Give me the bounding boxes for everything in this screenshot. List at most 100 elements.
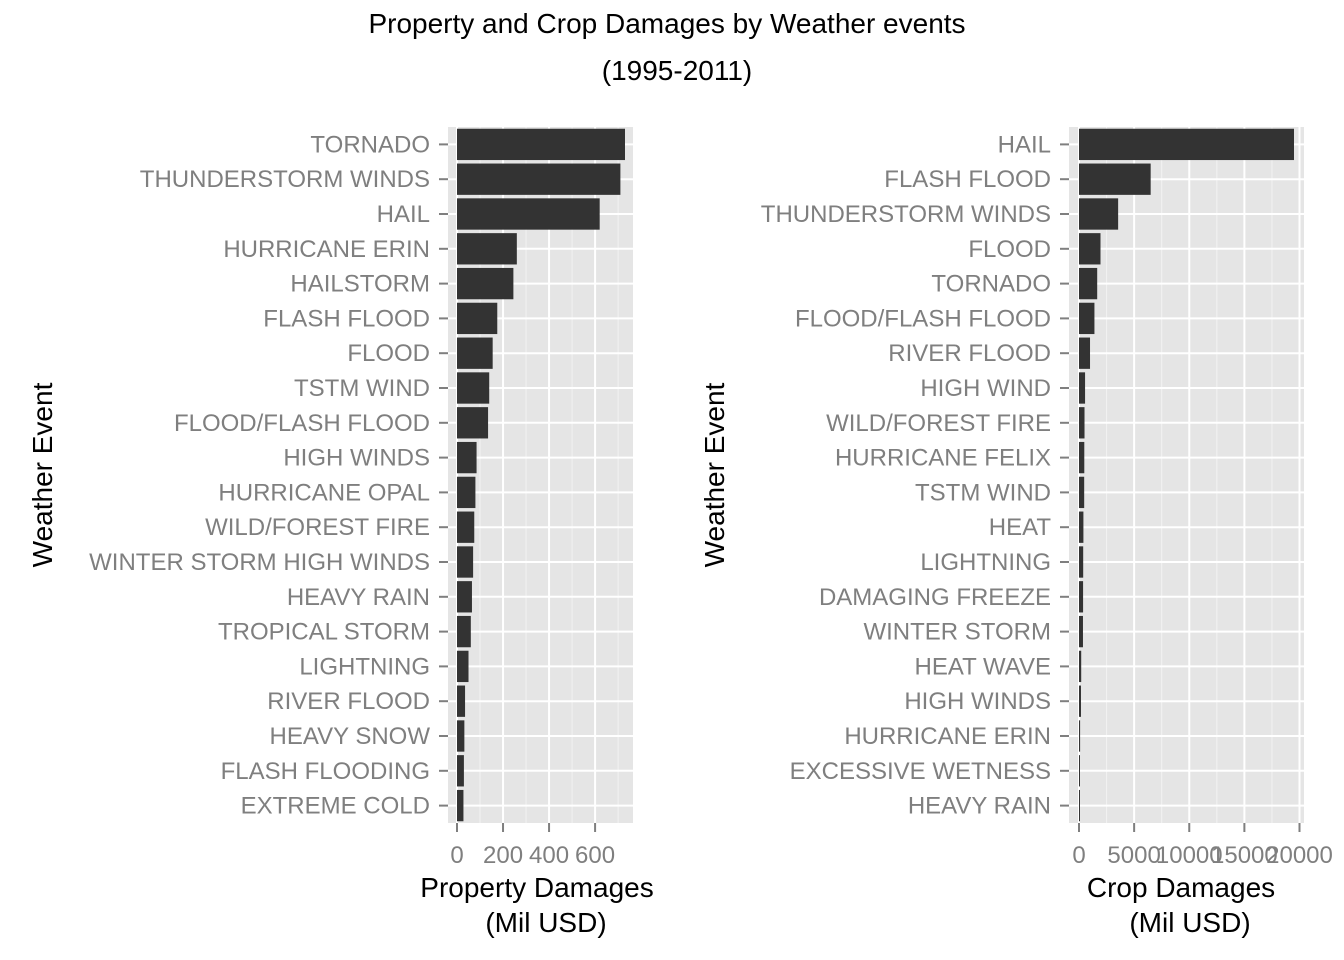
y-tick-label: TSTM WIND [915, 479, 1051, 506]
y-tick-label: HEAVY RAIN [287, 584, 430, 611]
y-tick-label: HURRICANE ERIN [844, 723, 1051, 750]
y-tick-label: HAILSTORM [290, 271, 430, 298]
bar [1079, 441, 1085, 474]
y-tick-label: HAIL [377, 201, 430, 228]
y-tick-label: WINTER STORM HIGH WINDS [89, 549, 430, 576]
y-tick-label: FLOOD/FLASH FLOOD [795, 305, 1051, 332]
x-axis-title-line1: Crop Damages [1087, 872, 1275, 903]
bar [457, 441, 477, 474]
y-tick-label: TORNADO [310, 131, 430, 158]
plot-panel [1069, 127, 1304, 823]
bar [457, 511, 475, 543]
x-axis-title-line2: (Mil USD) [1129, 907, 1250, 938]
figure-title-line2: (1995-2011) [602, 55, 752, 86]
y-tick-label: LIGHTNING [299, 653, 430, 680]
y-tick-label: TORNADO [931, 271, 1051, 298]
y-tick-label: TROPICAL STORM [218, 619, 430, 646]
x-tick-label: 0 [1072, 842, 1085, 869]
y-tick-label: HEAT WAVE [915, 653, 1051, 680]
bar [457, 546, 474, 578]
y-tick-label: WILD/FOREST FIRE [205, 514, 430, 541]
y-tick-label: EXCESSIVE WETNESS [790, 758, 1051, 785]
bar [1079, 267, 1098, 300]
bar [1079, 337, 1091, 369]
bar [1079, 198, 1119, 230]
bar [1079, 615, 1083, 648]
y-tick-label: RIVER FLOOD [888, 340, 1051, 367]
x-tick-label: 400 [529, 842, 569, 869]
bar [1079, 233, 1101, 265]
bar [457, 615, 471, 648]
y-tick-label: HIGH WINDS [283, 445, 430, 472]
bar [457, 337, 493, 369]
bar [1079, 581, 1084, 613]
bar [457, 163, 621, 195]
bar [1079, 720, 1081, 752]
x-tick-label: 15000 [1211, 842, 1278, 869]
bar [457, 198, 600, 230]
property-damage-chart: TORNADO THUNDERSTORM WINDS HAIL HURRICANE E… [27, 127, 654, 938]
bar [1079, 685, 1081, 717]
y-tick-label: THUNDERSTORM WINDS [140, 166, 430, 193]
y-tick-label: HIGH WINDS [904, 688, 1051, 715]
bar [1079, 407, 1085, 439]
y-tick-label: WILD/FOREST FIRE [826, 410, 1051, 437]
bar [1079, 128, 1294, 161]
x-tick-label: 10000 [1156, 842, 1223, 869]
y-tick-label: HEAVY RAIN [908, 793, 1051, 820]
bar [1079, 372, 1086, 404]
x-axis-title-line1: Property Damages [420, 872, 653, 903]
y-tick-label: WINTER STORM [863, 619, 1051, 646]
y-tick-label: HEAT [989, 514, 1052, 541]
bar [1079, 163, 1151, 195]
y-tick-label: HURRICANE OPAL [218, 479, 430, 506]
y-tick-label: HIGH WIND [920, 375, 1051, 402]
plot-panel [448, 127, 633, 823]
bar [457, 302, 498, 335]
y-tick-label: FLASH FLOODING [221, 758, 430, 785]
y-tick-label: HURRICANE FELIX [835, 445, 1051, 472]
y-tick-label: FLASH FLOOD [263, 305, 430, 332]
y-tick-label: THUNDERSTORM WINDS [761, 201, 1051, 228]
y-tick-label: DAMAGING FREEZE [819, 584, 1051, 611]
bar [457, 267, 514, 300]
bar [457, 650, 469, 683]
y-tick-label: HAIL [998, 131, 1051, 158]
y-tick-label: FLOOD [347, 340, 430, 367]
x-axis-title-line2: (Mil USD) [485, 907, 606, 938]
bar [1079, 302, 1095, 335]
bar [1079, 789, 1080, 822]
y-tick-label: RIVER FLOOD [267, 688, 430, 715]
x-tick-label: 5000 [1107, 842, 1160, 869]
bar [1079, 511, 1084, 543]
y-axis-title: Weather Event [27, 382, 58, 567]
bar [457, 233, 517, 265]
bar [457, 789, 464, 822]
figure-title-line1: Property and Crop Damages by Weather eve… [368, 8, 965, 39]
y-tick-label: HURRICANE ERIN [223, 236, 430, 263]
crop-damage-chart: HAIL FLASH FLOOD THUNDERSTORM WINDS FLOOD TO… [699, 127, 1333, 938]
y-tick-label: LIGHTNING [920, 549, 1051, 576]
x-tick-label: 200 [483, 842, 523, 869]
bar [457, 407, 489, 439]
y-tick-label: TSTM WIND [294, 375, 430, 402]
y-axis-title: Weather Event [699, 382, 730, 567]
bar [457, 685, 466, 717]
bar [1079, 546, 1084, 578]
bar [457, 755, 464, 787]
bar [457, 720, 465, 752]
bar [457, 372, 490, 404]
bar [457, 476, 476, 509]
x-tick-label: 20000 [1266, 842, 1333, 869]
y-tick-label: FLASH FLOOD [884, 166, 1051, 193]
bar [457, 581, 472, 613]
x-tick-label: 0 [450, 842, 463, 869]
x-tick-label: 600 [575, 842, 615, 869]
bar [1079, 755, 1080, 787]
y-tick-label: FLOOD [968, 236, 1051, 263]
y-tick-label: EXTREME COLD [241, 793, 430, 820]
bar [1079, 476, 1085, 509]
y-tick-label: HEAVY SNOW [270, 723, 431, 750]
